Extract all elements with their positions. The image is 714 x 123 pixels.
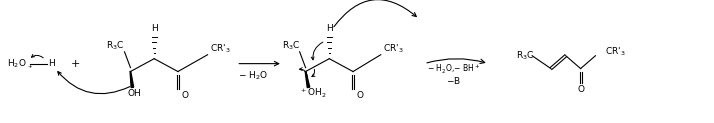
Text: H$_2$O: H$_2$O <box>6 57 26 70</box>
Text: $^+$: $^+$ <box>26 63 33 72</box>
Text: H: H <box>151 23 158 32</box>
Text: $-$B: $-$B <box>446 75 461 86</box>
Text: R$_3$C: R$_3$C <box>281 40 300 52</box>
Polygon shape <box>130 71 134 88</box>
Text: +: + <box>70 59 80 69</box>
Text: $-$ H$_2$O: $-$ H$_2$O <box>238 69 268 82</box>
Text: R$_3$C: R$_3$C <box>106 40 125 52</box>
Text: CR'$_3$: CR'$_3$ <box>383 43 403 55</box>
Text: $^+$OH$_2$: $^+$OH$_2$ <box>298 87 326 100</box>
Text: H: H <box>49 59 55 68</box>
Text: $-$ H$_2$O,$-$ BH$^+$: $-$ H$_2$O,$-$ BH$^+$ <box>427 63 481 76</box>
Text: H: H <box>326 23 333 32</box>
Text: O: O <box>181 91 188 100</box>
Text: OH: OH <box>128 89 141 98</box>
Text: O: O <box>356 91 363 100</box>
Polygon shape <box>306 71 310 88</box>
Text: R$_3$C: R$_3$C <box>516 49 535 62</box>
Text: O: O <box>577 85 584 94</box>
Text: CR'$_3$: CR'$_3$ <box>210 43 230 55</box>
Text: CR'$_3$: CR'$_3$ <box>605 46 626 58</box>
